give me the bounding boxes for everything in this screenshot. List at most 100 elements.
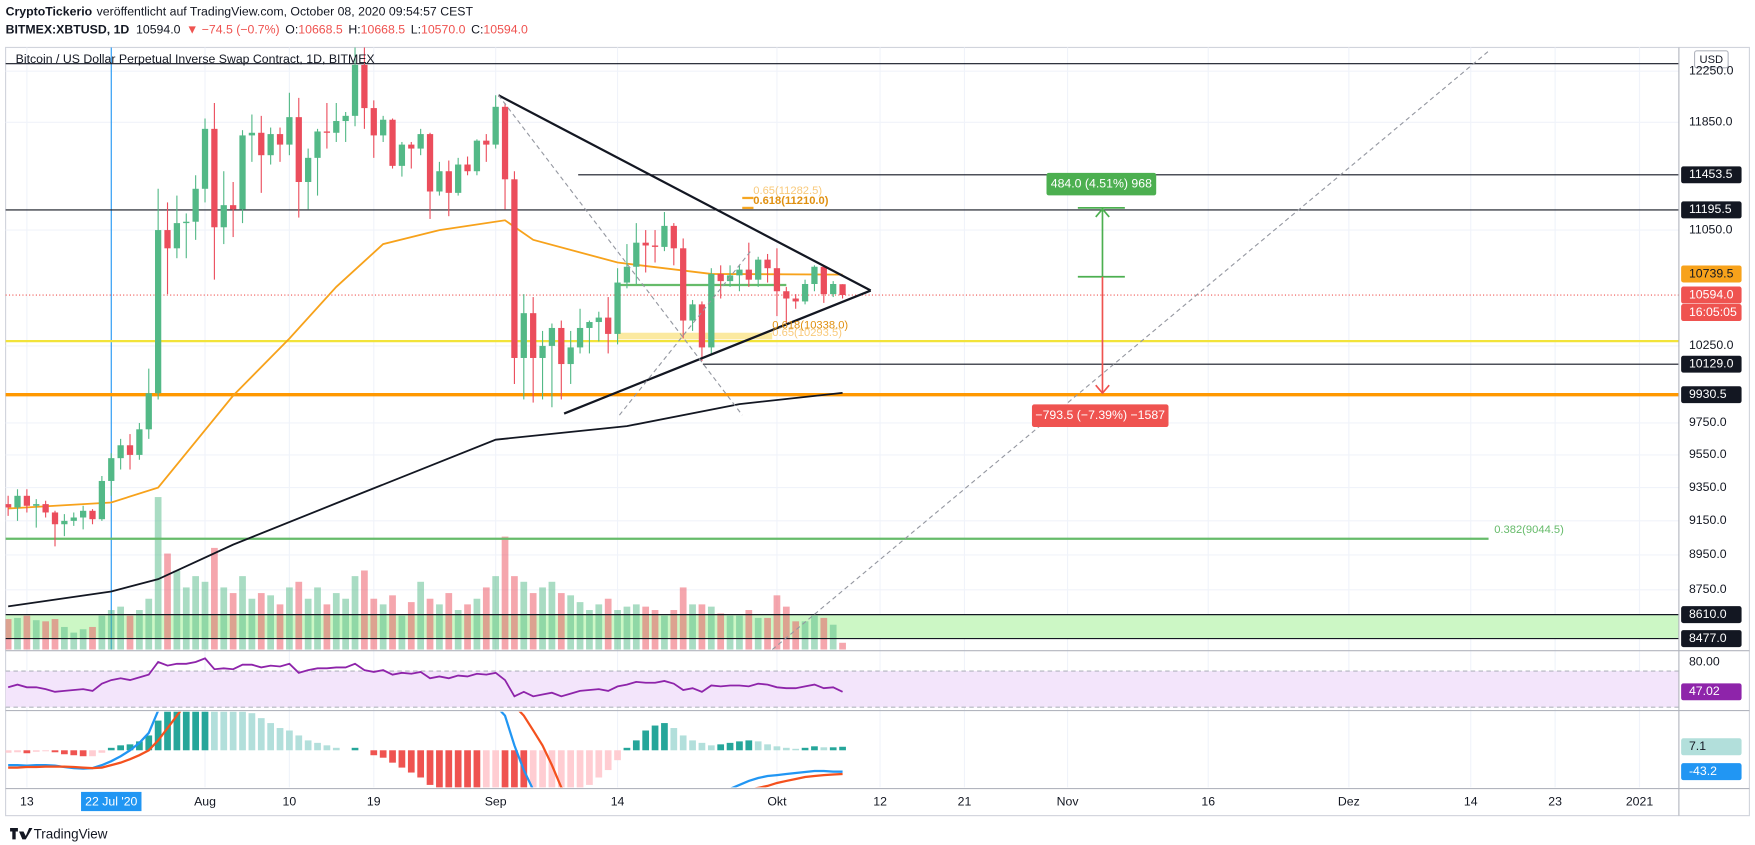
- x-tick-label: 21: [958, 794, 972, 808]
- macd-histogram: [454, 750, 462, 788]
- volume-bar: [623, 606, 631, 650]
- macd-histogram: [642, 730, 650, 751]
- price-badge-label: 10594.0: [1689, 287, 1734, 301]
- x-tick-label: 14: [1464, 794, 1478, 808]
- volume-bar: [192, 576, 200, 650]
- volume-bar: [32, 620, 40, 650]
- price-badge-label: 10129.0: [1689, 356, 1734, 370]
- footer: TradingView: [10, 826, 108, 841]
- ohlc-key: O:: [285, 23, 298, 37]
- volume-bar: [117, 606, 124, 650]
- trend-line: [771, 50, 1489, 650]
- macd-histogram: [32, 750, 40, 752]
- macd-histogram: [707, 745, 715, 751]
- macd-histogram: [239, 711, 246, 751]
- candle-body: [530, 313, 537, 358]
- macd-histogram: [14, 750, 21, 753]
- macd-histogram: [286, 730, 293, 751]
- macd-histogram: [736, 741, 743, 751]
- candle-body: [820, 266, 827, 295]
- candle-body: [155, 230, 162, 394]
- candle-body: [661, 225, 668, 247]
- candle-body: [830, 284, 837, 295]
- macd-badge-label: 7.1: [1689, 739, 1706, 753]
- macd-histogram: [529, 750, 537, 788]
- macd-histogram: [417, 750, 425, 778]
- volume-bar: [651, 610, 659, 650]
- volume-bar: [126, 615, 134, 650]
- y-tick-label: 9750.0: [1689, 415, 1727, 429]
- volume-bar: [670, 610, 678, 650]
- macd-histogram: [839, 746, 846, 751]
- candle-body: [276, 134, 284, 145]
- volume-bar: [614, 610, 621, 650]
- price-badge: [1681, 606, 1742, 624]
- trend-line: [563, 289, 872, 415]
- volume-bar: [79, 629, 87, 650]
- y-tick-label: 10250.0: [1689, 338, 1734, 352]
- macd-histogram: [557, 750, 565, 788]
- candle-body: [211, 128, 218, 228]
- volume-bar: [473, 598, 481, 650]
- trend-line: [498, 94, 743, 416]
- price-badge-label: 11195.5: [1689, 202, 1732, 216]
- macd-histogram: [520, 750, 528, 788]
- volume-bar: [501, 536, 509, 650]
- fib-label: 0.618(11210.0): [753, 195, 828, 207]
- candle-body: [745, 269, 752, 280]
- volume-bar: [211, 547, 218, 650]
- volume-bar: [389, 595, 396, 650]
- candle-body: [586, 322, 593, 328]
- trend-line: [497, 94, 872, 292]
- candle-body: [483, 140, 490, 145]
- volume-bar: [736, 615, 743, 650]
- macd-histogram: [482, 750, 490, 788]
- x-tick-label: 19: [367, 794, 381, 808]
- volume-bar: [754, 617, 762, 650]
- macd-histogram: [267, 723, 275, 751]
- arrow-head: [1095, 384, 1110, 395]
- candle-body: [811, 266, 818, 285]
- macd-badge: [1681, 763, 1742, 781]
- price-badge-label: 8610.0: [1689, 607, 1727, 621]
- volume-bar: [436, 604, 443, 650]
- candle-body: [314, 131, 321, 158]
- currency[interactable]: USD: [1700, 54, 1724, 66]
- candle-body: [136, 429, 143, 455]
- candle-body: [445, 171, 452, 193]
- x-tick-label: 13: [20, 794, 34, 808]
- candle-body: [192, 188, 199, 222]
- volume-bar: [642, 606, 650, 650]
- macd-histogram: [436, 750, 443, 788]
- macd-histogram: [257, 718, 265, 751]
- candle-body: [642, 242, 649, 246]
- measure-label: −793.5 (−7.39%) −1587: [1035, 408, 1165, 422]
- macd-histogram: [42, 750, 49, 752]
- macd-histogram: [492, 750, 500, 788]
- candle-body: [183, 221, 190, 224]
- candle-body: [323, 131, 331, 133]
- chart-frame: [5, 46, 1750, 817]
- macd-histogram: [792, 748, 800, 751]
- currency-box[interactable]: [1694, 50, 1729, 69]
- macd-badge-label: -43.2: [1689, 764, 1717, 778]
- candle-body: [258, 132, 265, 156]
- macd-histogram: [276, 728, 284, 751]
- macd-histogram: [539, 750, 546, 788]
- candle-body: [605, 317, 612, 334]
- x-tick-label: 23: [1548, 794, 1562, 808]
- macd-histogram: [773, 746, 781, 751]
- volume-bar: [820, 617, 828, 650]
- candle-body: [801, 284, 809, 302]
- volume-bar: [426, 598, 434, 650]
- ohlc-value: 10668.5: [298, 23, 343, 37]
- macd-histogram: [398, 750, 406, 768]
- macd-badge: [1681, 738, 1742, 756]
- x-tick-label: Sep: [485, 794, 507, 808]
- x-tick-label: Nov: [1057, 794, 1080, 808]
- macd-histogram: [389, 750, 396, 763]
- ohlc-value: 10594.0: [483, 23, 528, 37]
- candle-body: [408, 144, 415, 149]
